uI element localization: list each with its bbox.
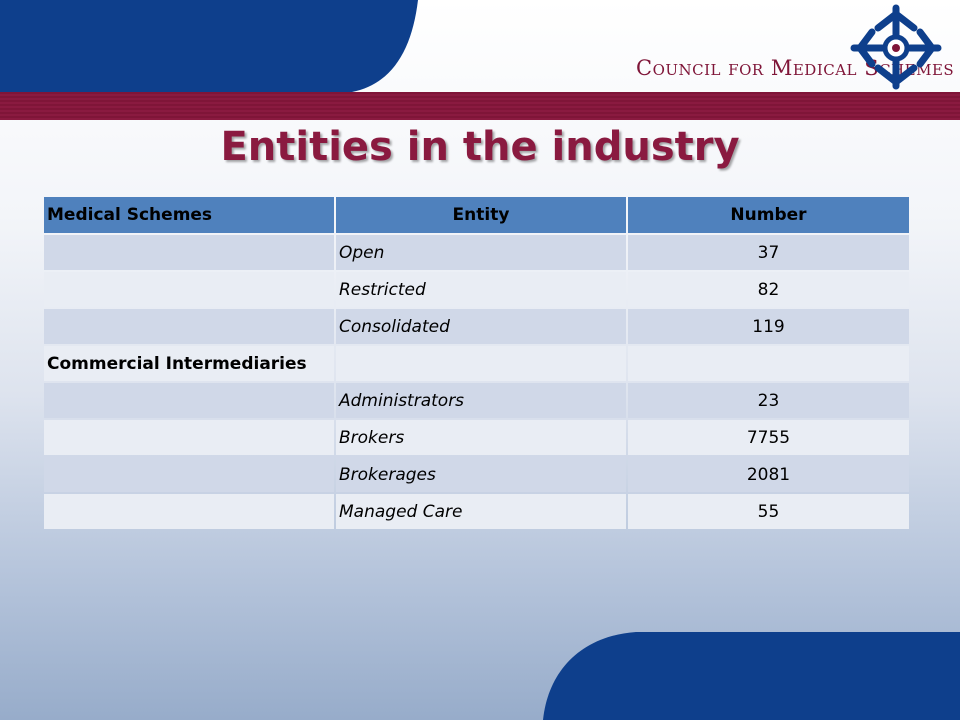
entity-cell: Restricted	[336, 272, 626, 307]
table-row: Brokerages 2081	[44, 457, 909, 492]
number-cell: 119	[628, 309, 909, 344]
table-row: Commercial Intermediaries	[44, 346, 909, 381]
table-header-row: Medical Schemes Entity Number	[44, 197, 909, 233]
slide-title: Entities in the industry	[220, 124, 740, 170]
entity-cell: Managed Care	[336, 494, 626, 529]
table-row: Consolidated 119	[44, 309, 909, 344]
group-cell: Commercial Intermediaries	[44, 346, 334, 381]
number-cell: 55	[628, 494, 909, 529]
group-cell	[44, 309, 334, 344]
group-cell	[44, 272, 334, 307]
entity-cell: Brokerages	[336, 457, 626, 492]
number-cell	[628, 346, 909, 381]
table-row: Managed Care 55	[44, 494, 909, 529]
column-header-entity: Entity	[336, 197, 626, 233]
group-cell	[44, 383, 334, 418]
table-row: Open 37	[44, 235, 909, 270]
number-cell: 2081	[628, 457, 909, 492]
entity-cell: Consolidated	[336, 309, 626, 344]
entities-table: Medical Schemes Entity Number Open 37 Re…	[42, 195, 911, 531]
group-cell	[44, 235, 334, 270]
entity-cell	[336, 346, 626, 381]
entity-cell: Brokers	[336, 420, 626, 455]
number-cell: 82	[628, 272, 909, 307]
group-cell	[44, 420, 334, 455]
column-header-number: Number	[628, 197, 909, 233]
group-cell	[44, 457, 334, 492]
number-cell: 37	[628, 235, 909, 270]
cms-cross-logo-icon	[850, 4, 942, 90]
group-cell	[44, 494, 334, 529]
entity-cell: Administrators	[336, 383, 626, 418]
maroon-header-band	[0, 92, 960, 120]
column-header-medical-schemes: Medical Schemes	[44, 197, 334, 233]
table-row: Restricted 82	[44, 272, 909, 307]
table-row: Administrators 23	[44, 383, 909, 418]
number-cell: 23	[628, 383, 909, 418]
entity-cell: Open	[336, 235, 626, 270]
table-row: Brokers 7755	[44, 420, 909, 455]
number-cell: 7755	[628, 420, 909, 455]
